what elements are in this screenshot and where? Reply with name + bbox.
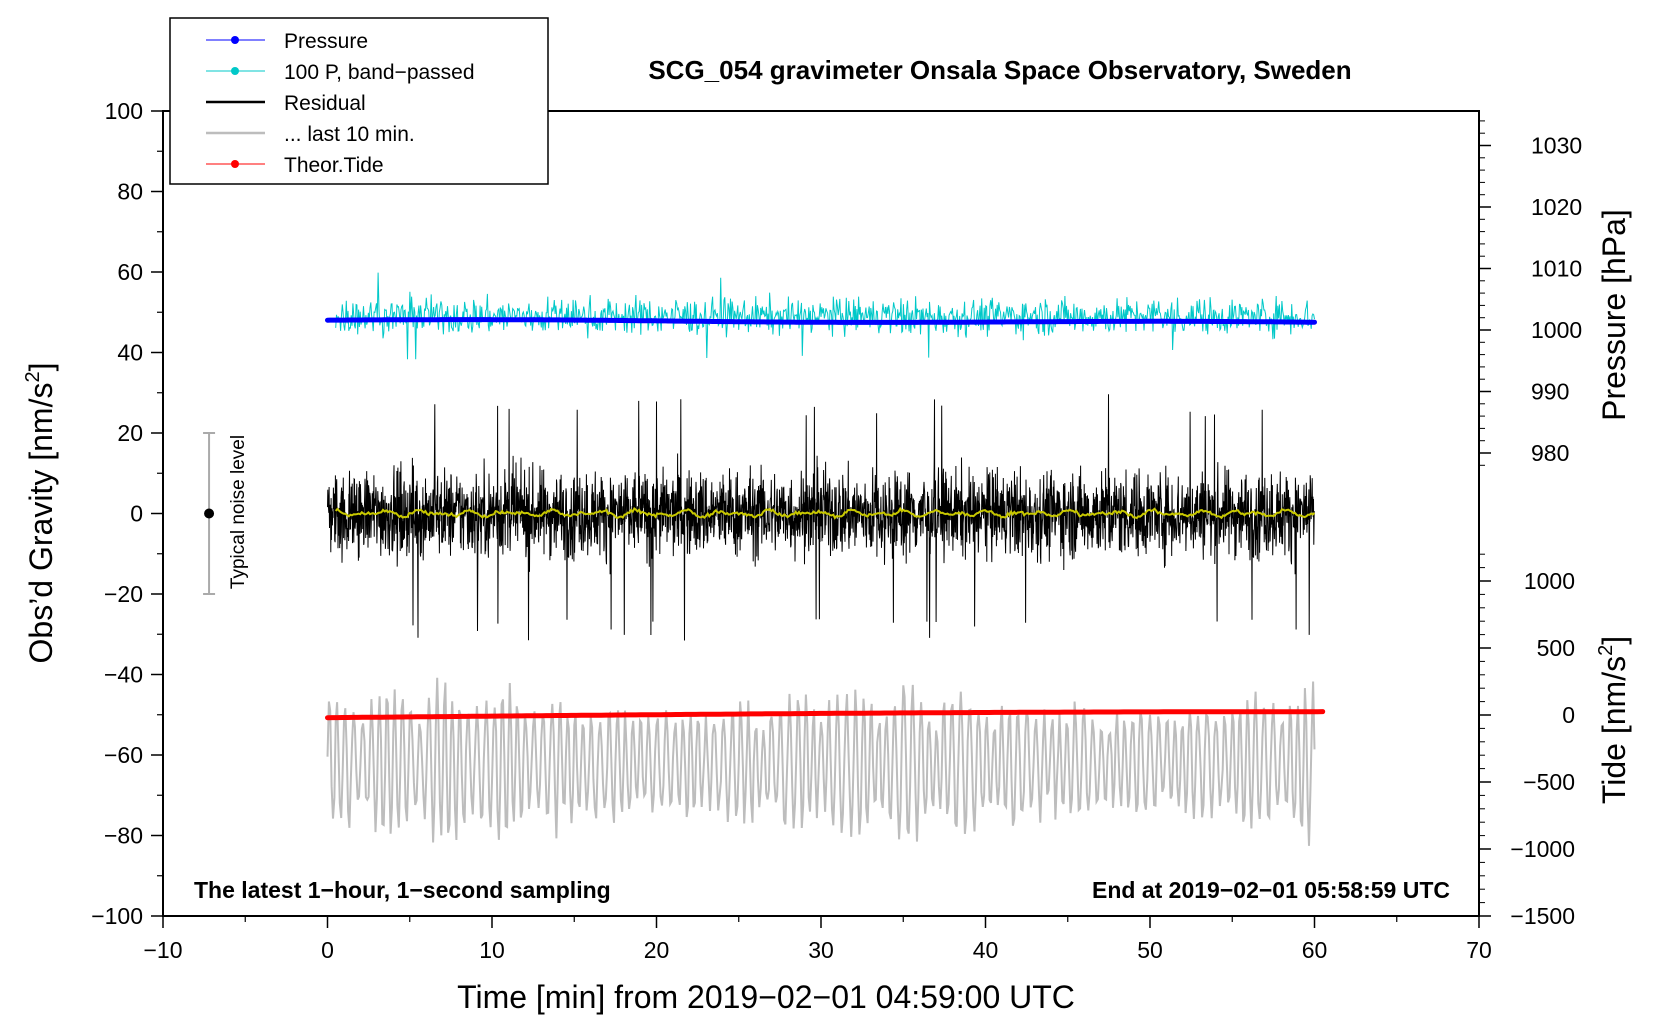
note-end-time: End at 2019−02−01 05:58:59 UTC: [1092, 877, 1450, 903]
pressure-tick-label: 1020: [1531, 194, 1582, 220]
pressure-tick-label: 1000: [1531, 317, 1582, 343]
y-tick-label: −20: [104, 581, 143, 607]
y-axis-title-left-text: Obs’d Gravity [nm/s: [23, 383, 59, 664]
legend-label-theor-tide: Theor.Tide: [284, 154, 384, 177]
legend-item-last-10-min: ... last 10 min.: [206, 123, 415, 146]
series-residual-smoothed: [334, 506, 1316, 520]
y-axis-title-left-close: ]: [23, 363, 59, 372]
series-theor-tide: [325, 709, 1326, 721]
series-residual: [327, 394, 1315, 641]
axis-layer: −10 0 10 20 30 40 50 60 70−100−80−60−40−20020406…: [91, 98, 1582, 963]
legend-item-theor-tide: Theor.Tide: [206, 154, 384, 177]
x-tick-label: 0: [321, 937, 334, 963]
y-tick-label: 40: [117, 340, 143, 366]
x-tick-label: 10: [479, 937, 505, 963]
noise-label: Typical noise level: [228, 435, 249, 589]
legend-item-pressure: Pressure: [206, 30, 368, 53]
y-tick-label: −60: [104, 742, 143, 768]
note-sampling: The latest 1−hour, 1−second sampling: [194, 877, 611, 903]
x-tick-label: −10: [143, 937, 182, 963]
series-last-10-min: [326, 677, 1316, 846]
y-tick-label: −40: [104, 662, 143, 688]
x-tick-label: 60: [1302, 937, 1328, 963]
legend-label-residual: Residual: [284, 92, 366, 115]
legend-dot-pressure: [231, 36, 239, 44]
legend-label-band-passed: 100 P, band−passed: [284, 61, 475, 84]
tide-tick-label: 1000: [1524, 568, 1575, 594]
legend-item-residual: Residual: [206, 92, 366, 115]
x-tick-label: 70: [1466, 937, 1492, 963]
x-tick-label: 20: [644, 937, 670, 963]
tide-tick-label: 0: [1562, 702, 1575, 728]
legend-dot-band-passed: [231, 67, 239, 75]
pressure-tick-label: 990: [1531, 379, 1569, 405]
y-axis-title-tide-sup: 2: [1595, 645, 1617, 656]
chart-title: SCG_054 gravimeter Onsala Space Observat…: [648, 55, 1351, 85]
y-axis-title-pressure: Pressure [hPa]: [1596, 209, 1632, 421]
legend-item-band-passed: 100 P, band−passed: [206, 61, 475, 84]
y-tick-label: 80: [117, 179, 143, 205]
pressure-tick-label: 1030: [1531, 133, 1582, 159]
series-pressure: [325, 317, 1317, 325]
y-tick-label: −100: [91, 903, 143, 929]
x-axis-title: Time [min] from 2019−02−01 04:59:00 UTC: [457, 979, 1075, 1015]
tide-tick-label: −500: [1523, 769, 1575, 795]
pressure-tick-label: 980: [1531, 440, 1569, 466]
tide-tick-label: −1000: [1510, 836, 1575, 862]
y-tick-label: 0: [130, 501, 143, 527]
noise-bar-center: [204, 508, 215, 519]
tide-tick-label: 500: [1537, 635, 1575, 661]
tide-tick-label: −1500: [1510, 903, 1575, 929]
legend: Pressure 100 P, band−passed Residual ...…: [169, 17, 549, 185]
legend-dot-theor-tide: [231, 160, 239, 168]
x-tick-label: 40: [973, 937, 999, 963]
series-layer: [325, 272, 1326, 846]
legend-label-last-10-min: ... last 10 min.: [284, 123, 415, 146]
y-tick-label: −80: [104, 823, 143, 849]
y-axis-title-tide: Tide [nm/s2]: [1595, 636, 1632, 804]
y-tick-label: 100: [105, 98, 143, 124]
y-axis-title-tide-text: Tide [nm/s: [1596, 656, 1632, 804]
x-tick-label: 50: [1137, 937, 1163, 963]
x-tick-label: 30: [808, 937, 834, 963]
y-tick-label: 60: [117, 259, 143, 285]
y-axis-title-tide-close: ]: [1596, 636, 1632, 645]
series-band-passed: [335, 272, 1315, 360]
y-tick-label: 20: [117, 420, 143, 446]
pressure-tick-label: 1010: [1531, 256, 1582, 282]
legend-label-pressure: Pressure: [284, 30, 368, 53]
y-axis-title-left-sup: 2: [22, 371, 44, 382]
y-axis-title-left: Obs’d Gravity [nm/s2]: [22, 363, 59, 664]
